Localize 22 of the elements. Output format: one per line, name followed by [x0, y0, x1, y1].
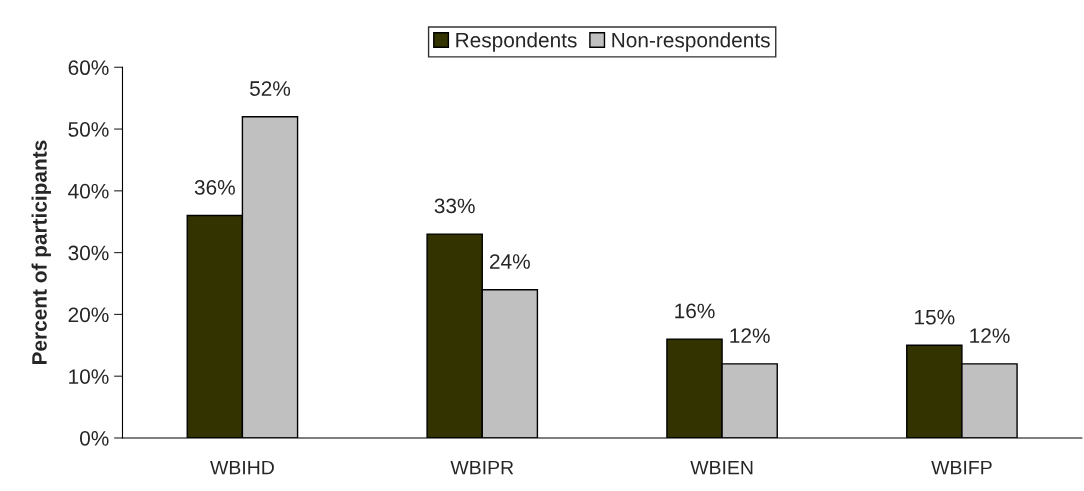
data-label: 16% — [675, 303, 715, 319]
y-tick-label: 10% — [69, 369, 109, 384]
y-tick-label: 50% — [68, 122, 109, 137]
data-label: 33% — [434, 198, 475, 214]
data-label: 12% — [970, 328, 1010, 343]
data-label: 36% — [194, 180, 235, 195]
data-label: 12% — [730, 328, 770, 343]
x-tick-label: WBIPR — [450, 460, 514, 475]
data-label: 15% — [915, 309, 955, 325]
y-tick-label: 40% — [68, 183, 109, 199]
y-tick-label: 60% — [68, 60, 109, 76]
x-tick-label: WBIFP — [931, 460, 992, 475]
x-tick-label: WBIEN — [690, 460, 753, 475]
y-axis-title: Percent of participants — [31, 140, 51, 365]
y-tick-label: 30% — [68, 245, 109, 261]
y-tick-label: 20% — [68, 307, 109, 323]
x-tick-label: WBIHD — [210, 460, 274, 475]
data-label: 24% — [490, 254, 530, 269]
legend-label: Respondents — [456, 32, 577, 52]
y-tick-label: 0% — [80, 430, 109, 446]
data-label: 52% — [249, 81, 291, 96]
legend-label: Non-respondents — [612, 32, 770, 52]
